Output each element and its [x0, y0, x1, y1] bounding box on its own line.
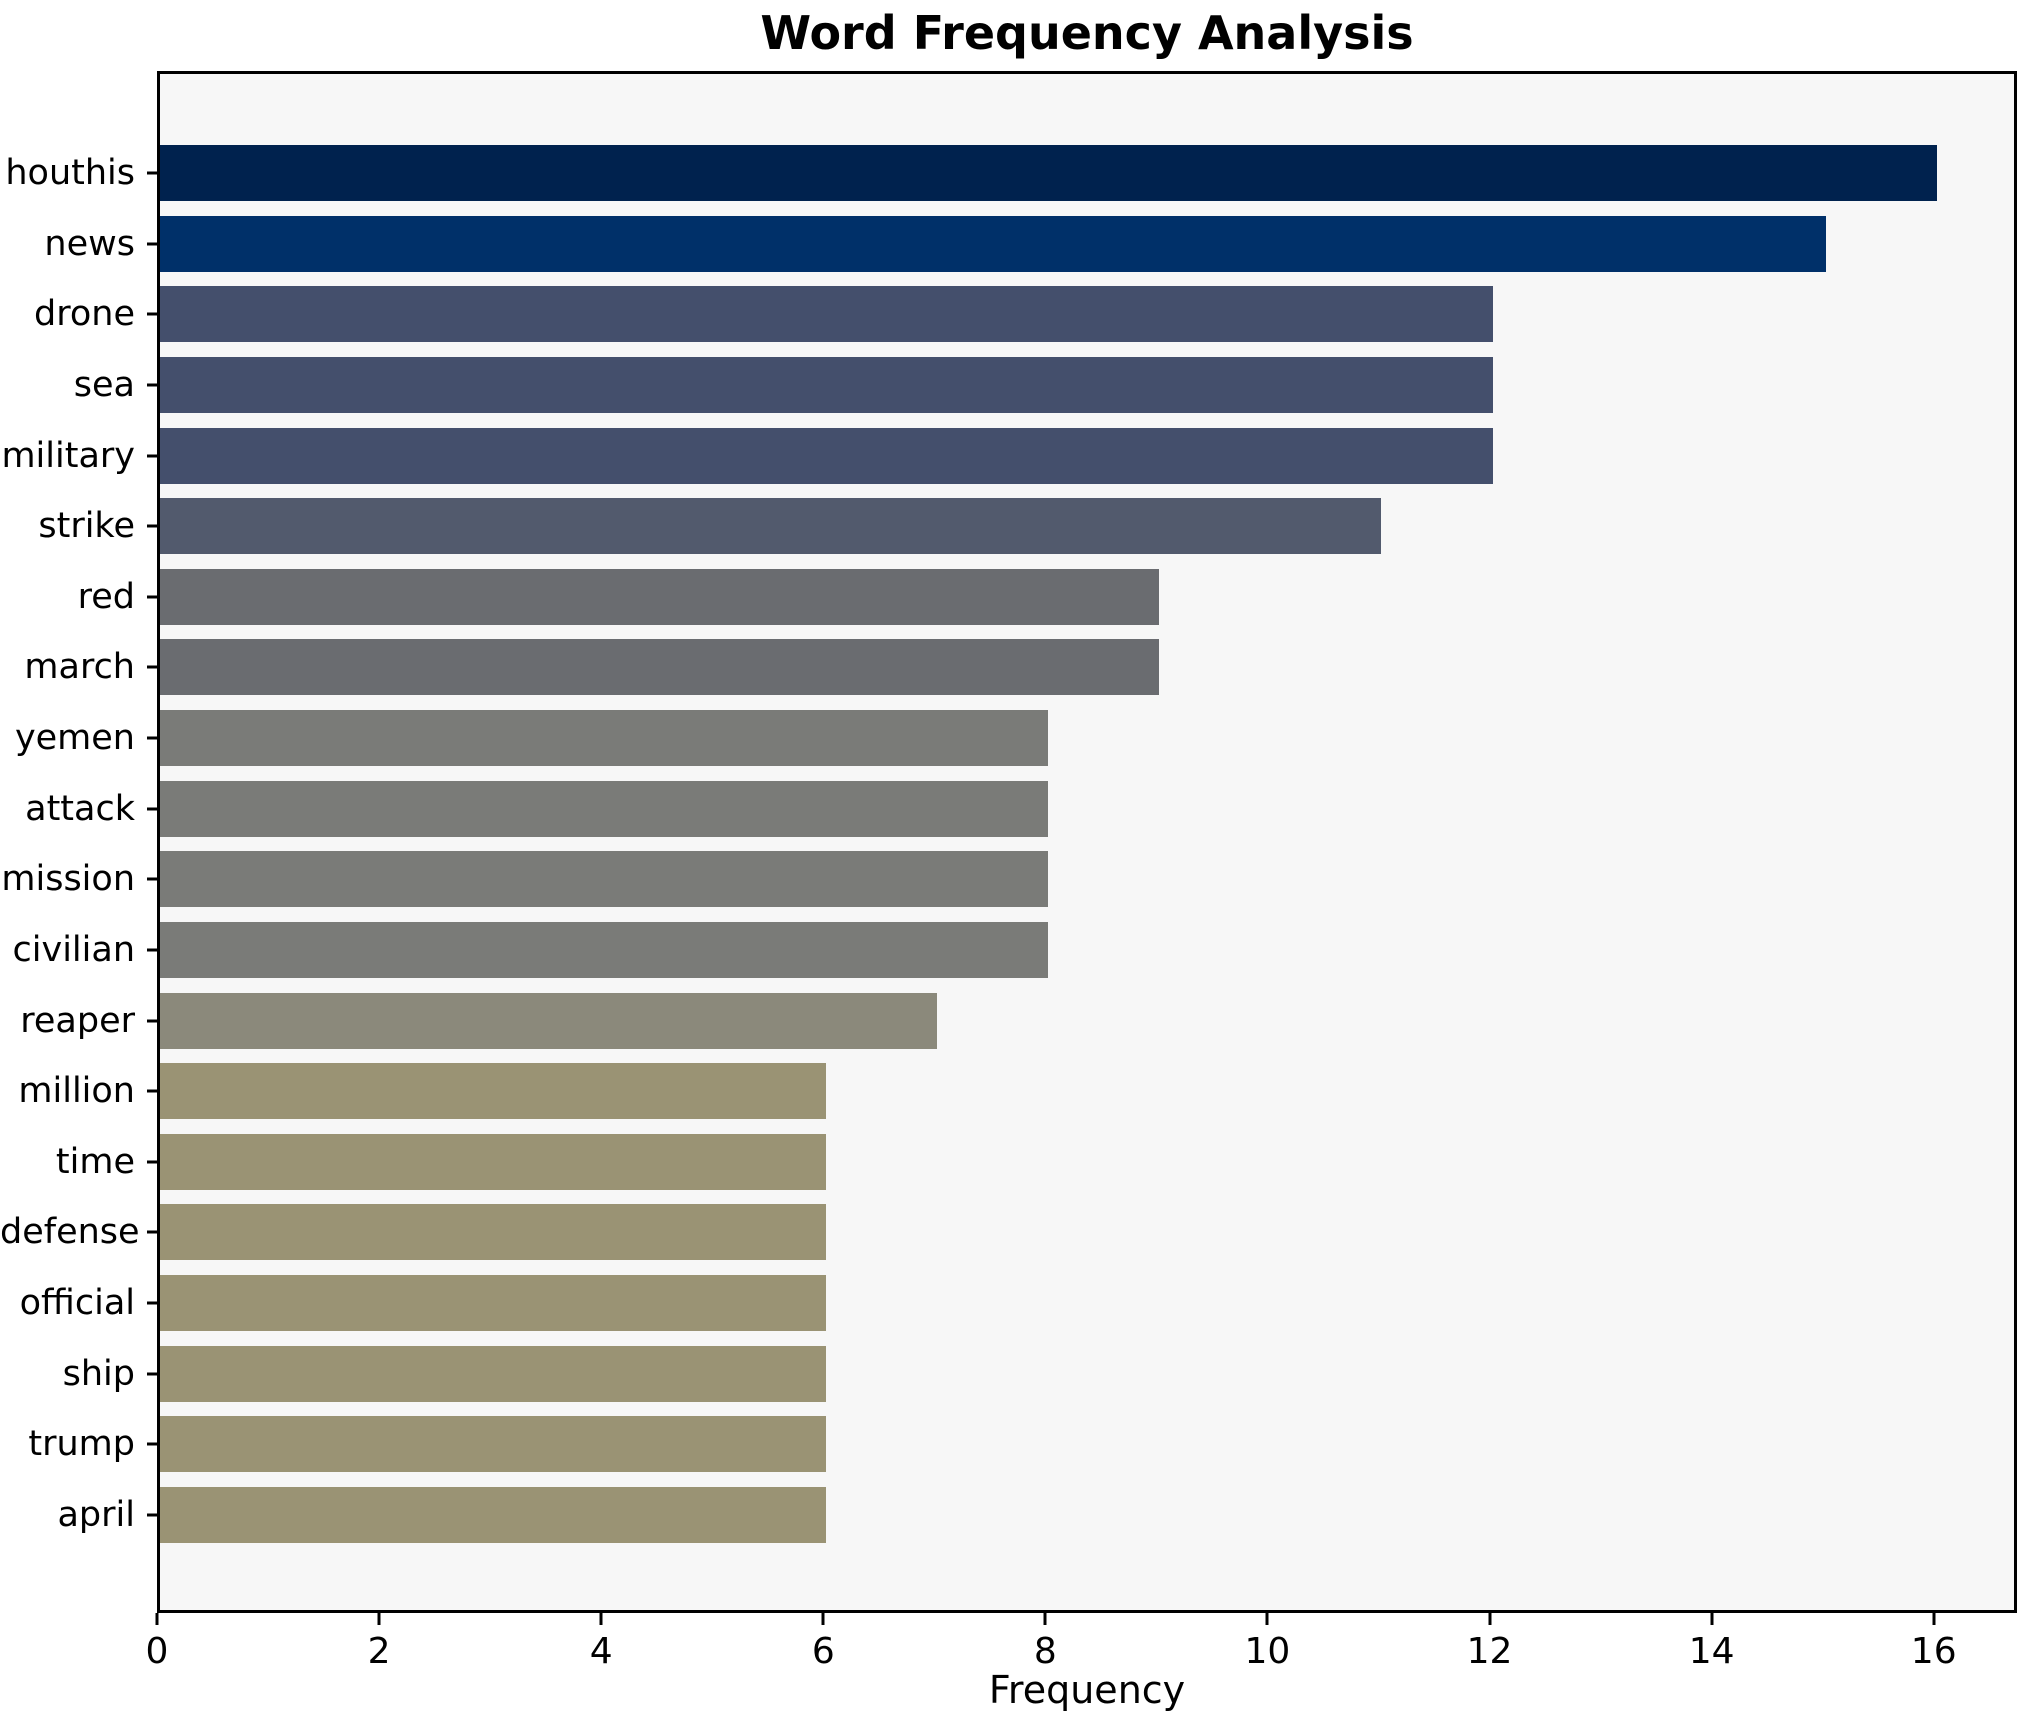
x-tick-mark — [1710, 1613, 1714, 1625]
y-tick-mark — [147, 1301, 157, 1305]
y-tick-mark — [147, 1372, 157, 1376]
x-tick-label-16: 16 — [1910, 1631, 1957, 1672]
bar-trump — [160, 1416, 827, 1473]
plot-area — [157, 71, 2017, 1613]
y-tick-label-news: news — [44, 223, 135, 264]
x-tick-mark — [1265, 1613, 1269, 1625]
y-tick-label-reaper: reaper — [20, 1000, 135, 1041]
y-tick-mark — [147, 877, 157, 881]
bar-ship — [160, 1345, 827, 1402]
x-tick-label-0: 0 — [145, 1631, 169, 1672]
y-tick-label-official: official — [19, 1283, 135, 1324]
y-tick-mark — [147, 948, 157, 952]
y-tick-mark — [147, 1019, 157, 1023]
bar-attack — [160, 780, 1049, 837]
y-tick-mark — [147, 1442, 157, 1446]
x-tick-label-12: 12 — [1466, 1631, 1513, 1672]
y-tick-label-red: red — [77, 576, 135, 617]
x-axis-label: Frequency — [988, 1668, 1186, 1712]
bar-red — [160, 568, 1160, 625]
x-tick-label-14: 14 — [1688, 1631, 1735, 1672]
y-tick-mark — [147, 1160, 157, 1164]
bar-million — [160, 1063, 827, 1120]
y-tick-mark — [147, 1513, 157, 1517]
bar-mission — [160, 851, 1049, 908]
bar-defense — [160, 1204, 827, 1261]
y-tick-mark — [147, 312, 157, 316]
bar-official — [160, 1275, 827, 1332]
bar-civilian — [160, 921, 1049, 978]
y-tick-label-drone: drone — [34, 294, 135, 335]
y-tick-mark — [147, 595, 157, 599]
y-tick-label-march: march — [24, 647, 135, 688]
y-tick-label-civilian: civilian — [12, 929, 135, 970]
x-tick-label-10: 10 — [1244, 1631, 1291, 1672]
x-tick-mark — [155, 1613, 159, 1625]
y-tick-label-trump: trump — [28, 1424, 135, 1465]
y-tick-label-april: april — [57, 1495, 135, 1535]
bar-strike — [160, 498, 1382, 555]
y-tick-label-defense: defense — [0, 1212, 140, 1253]
bar-houthis — [160, 145, 1937, 201]
y-tick-label-houthis: houthis — [5, 153, 135, 193]
bar-sea — [160, 356, 1493, 413]
y-tick-label-sea: sea — [73, 364, 135, 405]
x-tick-label-4: 4 — [589, 1631, 613, 1672]
y-tick-mark — [147, 383, 157, 387]
x-tick-label-8: 8 — [1033, 1631, 1057, 1672]
x-tick-mark — [821, 1613, 825, 1625]
x-tick-mark — [1043, 1613, 1047, 1625]
bar-military — [160, 427, 1493, 484]
y-tick-mark — [147, 807, 157, 811]
y-tick-label-million: million — [18, 1071, 135, 1112]
y-tick-mark — [147, 1089, 157, 1093]
y-tick-mark — [147, 1230, 157, 1234]
bar-yemen — [160, 710, 1049, 767]
bar-reaper — [160, 992, 938, 1049]
bar-time — [160, 1133, 827, 1190]
x-tick-mark — [1488, 1613, 1492, 1625]
y-tick-label-attack: attack — [25, 788, 135, 829]
bar-march — [160, 639, 1160, 696]
x-tick-mark — [599, 1613, 603, 1625]
y-tick-mark — [147, 242, 157, 246]
y-tick-label-strike: strike — [38, 506, 135, 547]
y-tick-label-mission: mission — [1, 859, 135, 900]
y-tick-mark — [147, 171, 157, 175]
y-tick-mark — [147, 665, 157, 669]
y-tick-mark — [147, 454, 157, 458]
y-tick-label-yemen: yemen — [14, 718, 135, 759]
bar-news — [160, 215, 1826, 272]
chart-title: Word Frequency Analysis — [760, 6, 1414, 60]
bar-drone — [160, 286, 1493, 343]
y-tick-mark — [147, 736, 157, 740]
y-tick-label-military: military — [1, 435, 135, 476]
x-tick-mark — [377, 1613, 381, 1625]
x-tick-label-2: 2 — [367, 1631, 391, 1672]
y-tick-mark — [147, 524, 157, 528]
y-tick-label-time: time — [55, 1141, 135, 1182]
x-tick-mark — [1932, 1613, 1936, 1625]
y-tick-label-ship: ship — [62, 1353, 135, 1394]
x-tick-label-6: 6 — [811, 1631, 835, 1672]
bar-april — [160, 1487, 827, 1543]
